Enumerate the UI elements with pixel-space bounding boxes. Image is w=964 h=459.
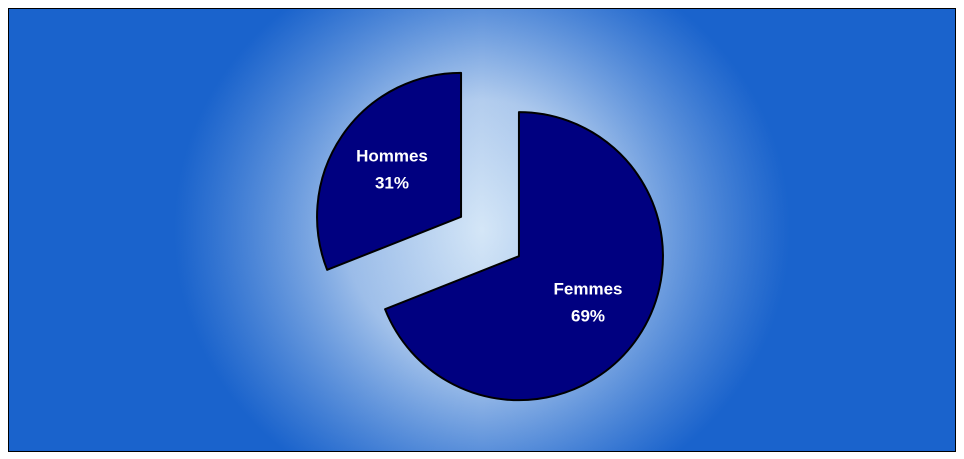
slice-category-label: Hommes	[356, 146, 428, 165]
slice-value-label: 69%	[571, 307, 605, 326]
slice-category-label: Femmes	[554, 280, 623, 299]
pie-slice	[384, 111, 664, 402]
pie-slice	[316, 71, 463, 271]
slice-value-label: 31%	[375, 173, 409, 192]
